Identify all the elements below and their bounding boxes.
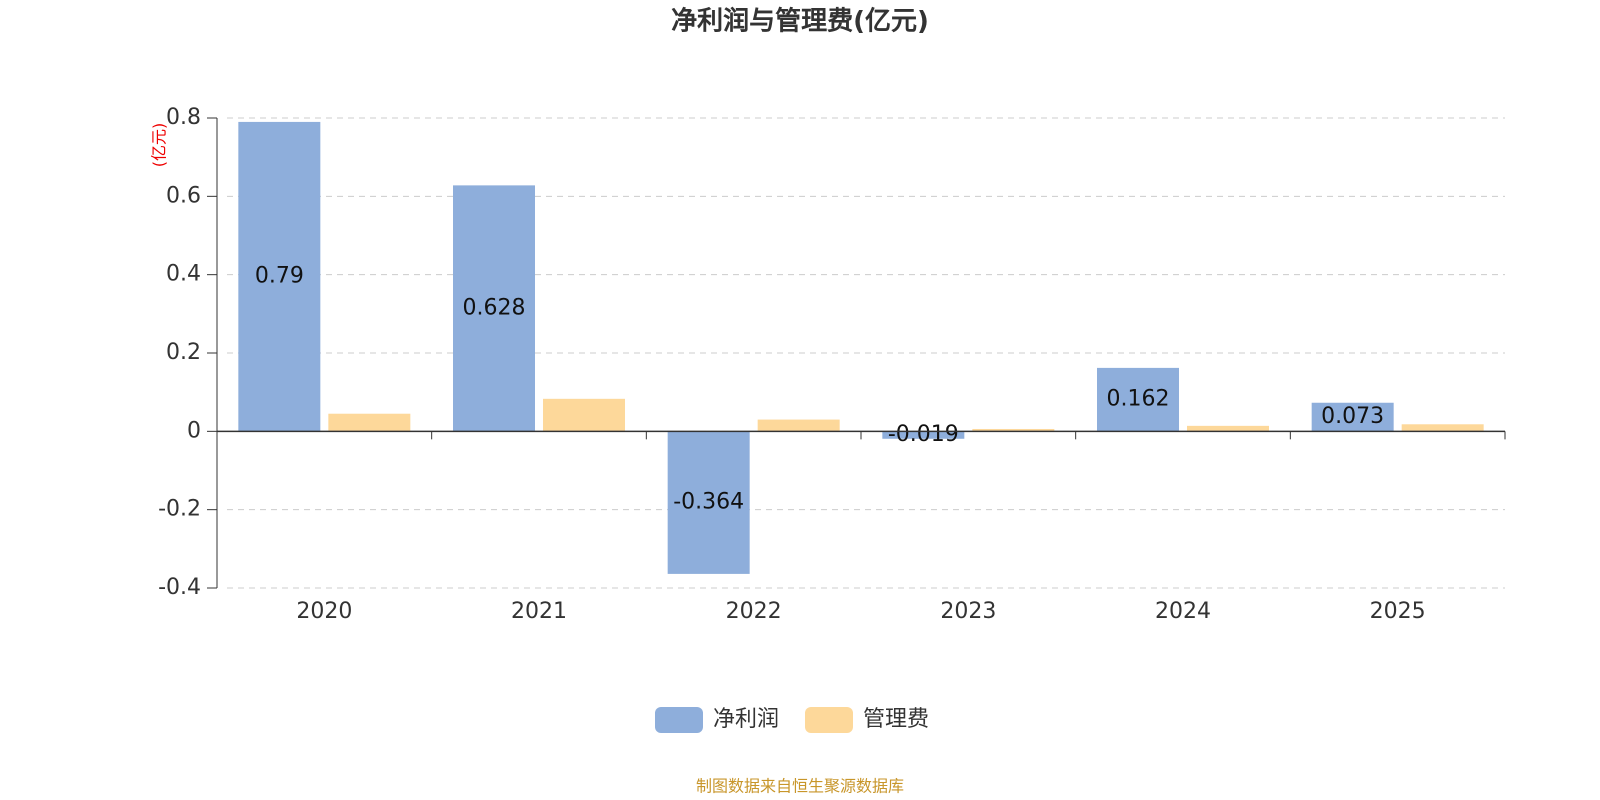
y-tick-label: -0.2: [158, 497, 201, 522]
bar: [453, 185, 535, 432]
x-tick-label: 2023: [940, 599, 996, 624]
x-tick-label: 2022: [726, 599, 782, 624]
bar: [1311, 402, 1394, 432]
data-label: -0.019: [888, 422, 959, 447]
y-tick-label: 0.6: [166, 183, 201, 208]
bar: [543, 398, 625, 432]
y-tick-label: 0.2: [166, 340, 201, 365]
legend-label: 管理费: [863, 707, 929, 732]
x-tick-label: 2020: [296, 599, 352, 624]
bar: [1187, 425, 1269, 432]
legend-swatch: [655, 707, 703, 733]
y-axis-label: (亿元): [150, 123, 169, 168]
y-tick-label: 0.4: [166, 262, 201, 287]
legend-swatch: [805, 707, 853, 733]
data-label: 0.628: [463, 295, 526, 320]
source-note: 制图数据来自恒生聚源数据库: [696, 777, 904, 796]
data-label: 0.073: [1321, 404, 1384, 429]
bar: [757, 419, 840, 432]
x-tick-label: 2025: [1370, 599, 1426, 624]
bar: [667, 431, 750, 574]
y-tick-label: -0.4: [158, 575, 201, 600]
y-tick-label: 0: [187, 418, 201, 443]
x-tick-label: 2021: [511, 599, 567, 624]
data-label: -0.364: [673, 490, 744, 515]
data-label: 0.162: [1107, 387, 1170, 412]
y-tick-label: 0.8: [166, 105, 201, 130]
bar: [238, 121, 321, 432]
chart-title: 净利润与管理费(亿元): [671, 6, 929, 37]
bar: [972, 428, 1055, 432]
bar: [882, 431, 965, 439]
bar: [1097, 367, 1179, 432]
bar: [1401, 424, 1484, 432]
bar: [328, 413, 411, 432]
legend-label: 净利润: [713, 707, 779, 732]
data-label: 0.79: [255, 264, 304, 289]
x-tick-label: 2024: [1155, 599, 1211, 624]
